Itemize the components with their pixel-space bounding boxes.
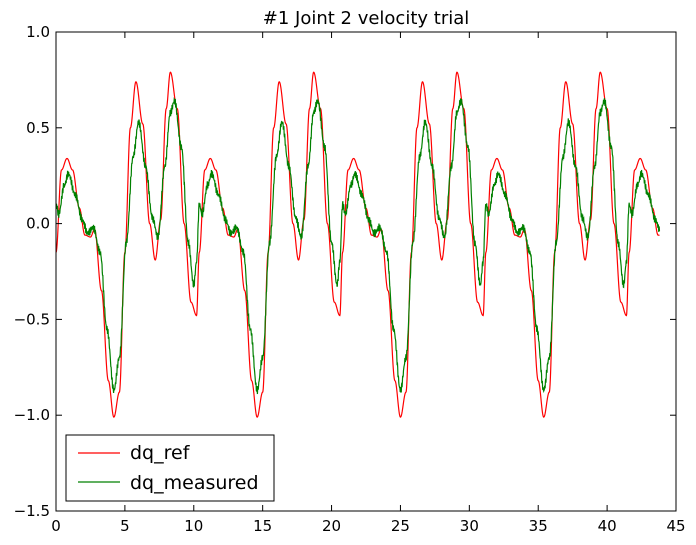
x-tick-label: 20 xyxy=(322,517,341,535)
x-tick-label: 30 xyxy=(460,517,479,535)
legend-label-dq-measured: dq_measured xyxy=(130,472,259,494)
axes-frame xyxy=(55,31,677,512)
legend: dq_ref dq_measured xyxy=(65,434,275,502)
y-tick-label: −1.5 xyxy=(14,502,50,520)
x-tick-label: 35 xyxy=(529,517,548,535)
y-tick-label: 1.0 xyxy=(26,23,50,41)
x-tick-label: 15 xyxy=(253,517,272,535)
plot-lines xyxy=(55,71,661,418)
legend-box xyxy=(65,434,275,502)
x-tick-label: 40 xyxy=(598,517,617,535)
x-tick-label: 45 xyxy=(666,517,685,535)
series-line-dq-ref xyxy=(55,71,660,418)
x-tick-label: 10 xyxy=(184,517,203,535)
y-tick-label: −0.5 xyxy=(14,310,50,328)
series-line-dq-measured xyxy=(55,97,661,395)
y-tick-label: −1.0 xyxy=(14,406,50,424)
y-tick-label: 0.5 xyxy=(26,119,50,137)
chart-title: #1 Joint 2 velocity trial xyxy=(263,8,470,29)
y-tick-label: 0.0 xyxy=(26,215,50,233)
x-tick-label: 25 xyxy=(391,517,410,535)
x-tick-label: 5 xyxy=(120,517,130,535)
legend-label-dq-ref: dq_ref xyxy=(130,442,191,464)
x-axis-ticks: 0 5 10 15 20 25 30 35 40 45 xyxy=(51,32,686,535)
x-tick-label: 0 xyxy=(51,517,61,535)
y-axis-ticks: −1.5 −1.0 −0.5 0.0 0.5 1.0 xyxy=(14,23,676,520)
